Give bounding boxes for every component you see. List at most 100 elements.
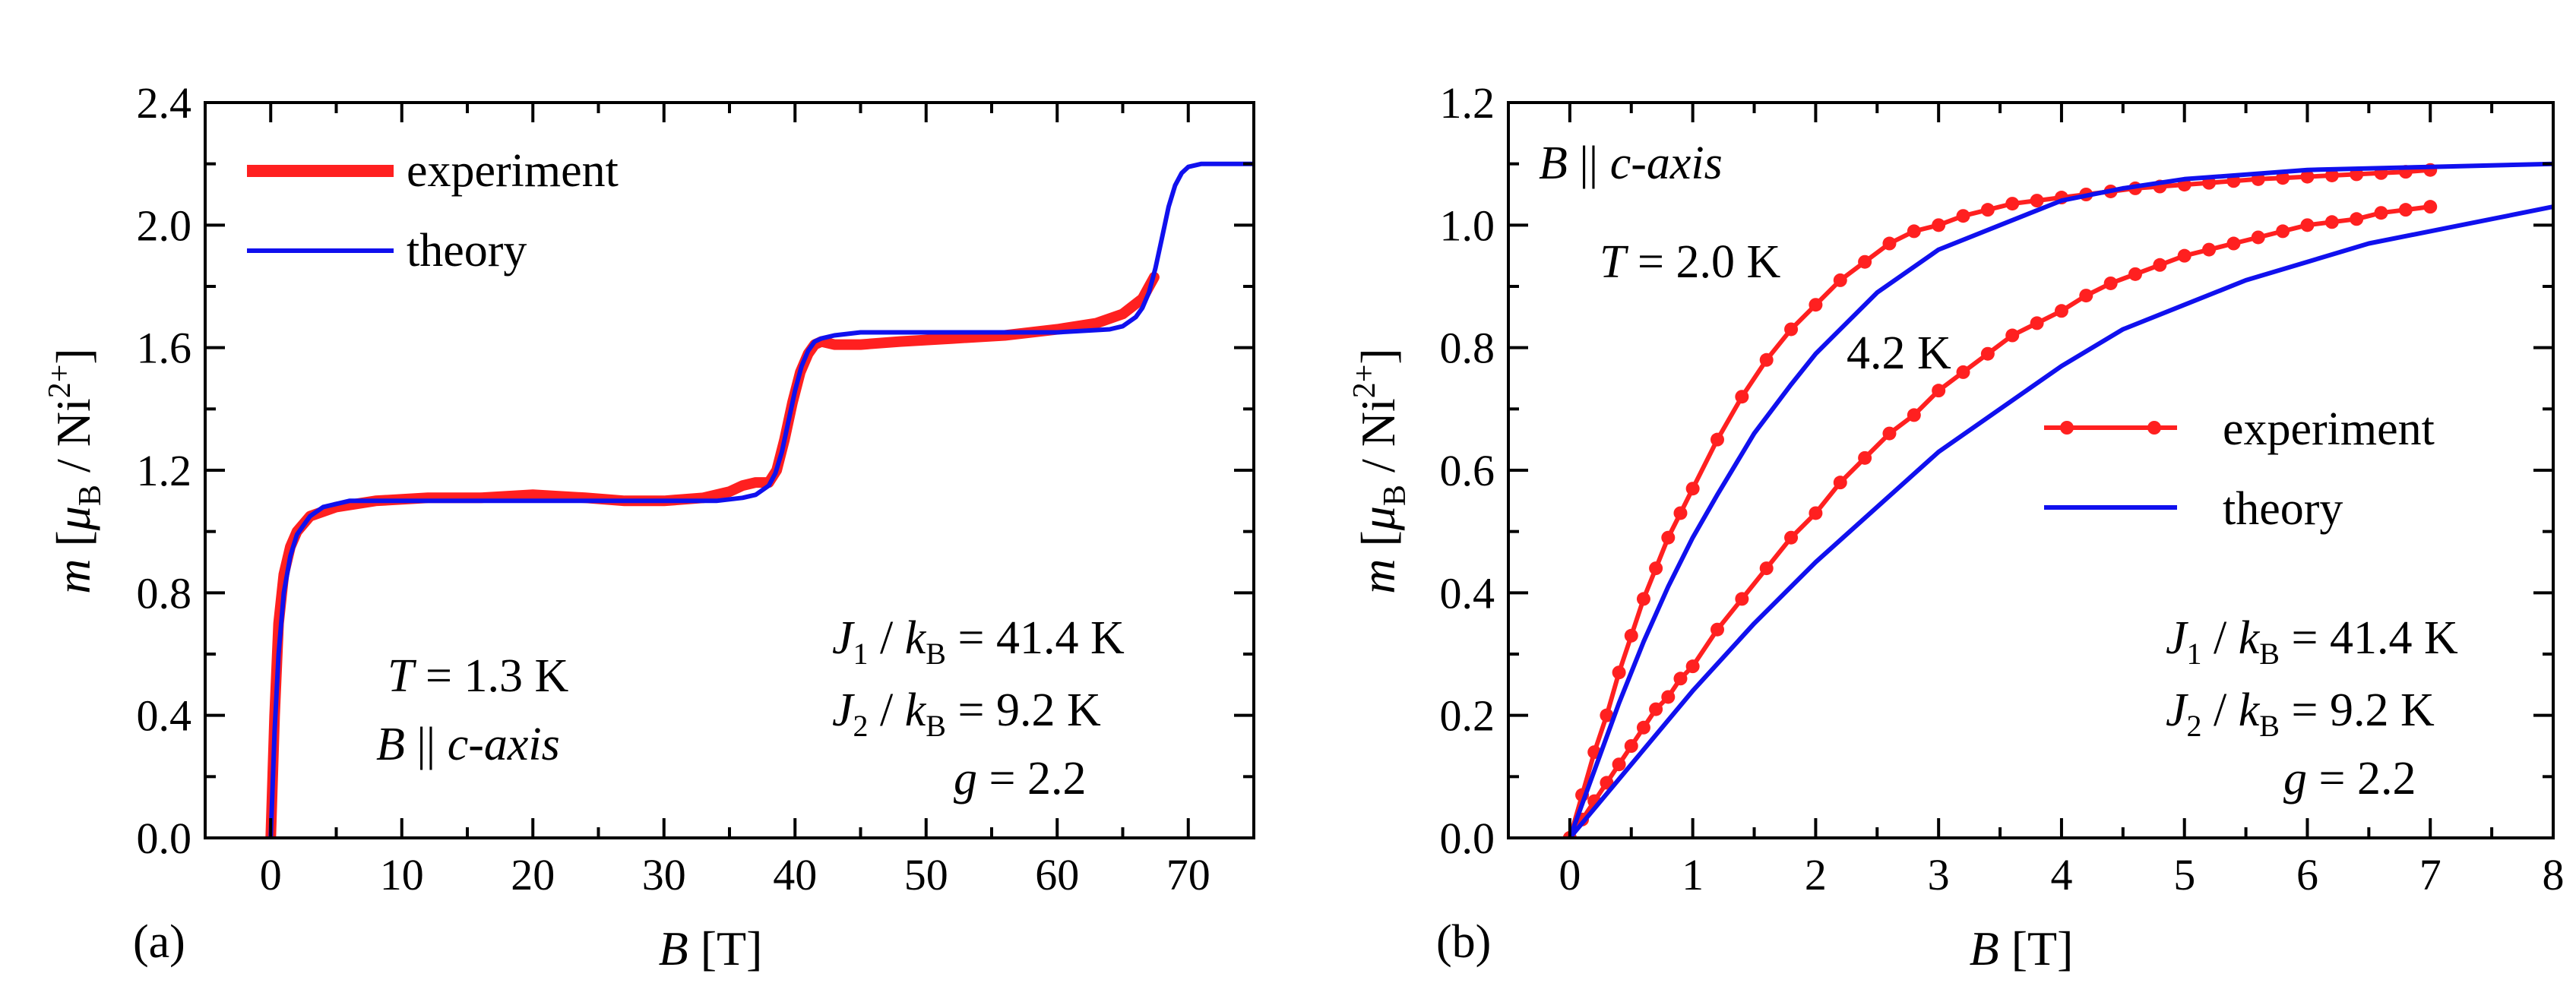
panel-b-series-0-point (2324, 168, 2339, 182)
panel-b-series-0-point (1624, 628, 1638, 643)
panel-b-xtick-label: 4 (2050, 850, 2072, 899)
panel-b-series-0-point (1809, 298, 1823, 312)
panel-b-series-0-point (2030, 194, 2044, 208)
panel-a-temperature: T = 1.3 K (388, 650, 568, 702)
panel-b-series-1-point (1833, 476, 1847, 490)
panel-a: 0 10 20 30 40 50 60 70 0.0 0.4 0.8 1.2 1.6 2.0 2.4 m [… (43, 78, 1255, 975)
panel-b-series-2-line (1567, 161, 2553, 838)
legend-a-experiment-label: experiment (407, 145, 619, 197)
panel-b-ylabel: m [μB / Ni2+] (1347, 348, 1413, 593)
legend-a-theory-label: theory (407, 225, 527, 277)
panel-b-series-1-point (1636, 720, 1650, 735)
panel-a-xtick-label: 10 (380, 850, 424, 899)
panel-b-xtick-label: 0 (1559, 850, 1581, 899)
panel-a-xtick-label: 0 (260, 850, 282, 899)
panel-b-series-0-point (1661, 530, 1676, 545)
panel-b-series-1-point (1624, 739, 1638, 753)
panel-b-series-0-point (1833, 273, 1847, 287)
panel-a-tag: (a) (133, 916, 185, 968)
panel-b-g: g = 2.2 (2283, 753, 2416, 804)
panel-b-series-1-point (1735, 592, 1749, 606)
panel-b-series-1-point (1809, 506, 1823, 520)
panel-b-series-0-point (1636, 592, 1650, 606)
panel-a-ytick-label: 0.8 (137, 568, 192, 618)
panel-b: 0 1 2 3 4 5 6 7 8 0.0 0.2 0.4 0.6 0.8 1.0 1.2 m [μB / N… (1347, 78, 2565, 975)
panel-a-series-1-line (268, 161, 1254, 838)
panel-b-xlabel: B [T] (1970, 921, 2074, 975)
panel-b-legend: experiment theory (2044, 403, 2435, 535)
panel-b-series-1-point (1882, 426, 1897, 441)
panel-a-field: B || c-axis (376, 719, 560, 770)
panel-a-ytick-label: 1.6 (137, 324, 192, 373)
panel-b-field: B || c-axis (1539, 137, 1723, 189)
panel-a-xtick-label: 40 (773, 850, 817, 899)
panel-b-series-0-point (1600, 708, 1614, 722)
panel-a-plot-content (265, 161, 1254, 838)
svg-text:m [μB / Ni2+]: m [μB / Ni2+] (1347, 348, 1413, 593)
panel-a-ytick-label: 0.4 (137, 691, 192, 741)
panel-b-series-1-point (2153, 258, 2167, 272)
panel-b-xtick-label: 1 (1682, 850, 1704, 899)
panel-b-tag: (b) (1436, 916, 1491, 968)
panel-a-xtick-label: 30 (642, 850, 686, 899)
panel-a-xtick-label: 50 (904, 850, 948, 899)
panel-b-series-1-point (2374, 206, 2388, 220)
panel-b-series-1-point (1759, 561, 1774, 576)
panel-a-axes: 0 10 20 30 40 50 60 70 0.0 0.4 0.8 1.2 1.6 2.0 2.4 (137, 78, 1255, 899)
panel-b-series-1-point (2054, 304, 2068, 318)
panel-b-series-1-point (2423, 200, 2438, 214)
panel-b-series-1-point (1932, 384, 1946, 398)
panel-b-series-0-point (1956, 209, 1970, 223)
panel-b-ytick-label: 0.4 (1440, 568, 1495, 618)
panel-b-series-1-point (1858, 450, 1872, 465)
panel-b-series-1-point (1685, 659, 1700, 674)
panel-b-series-1-point (2030, 316, 2044, 330)
panel-b-series-1-point (1956, 365, 1970, 379)
panel-b-series-0-point (1759, 352, 1774, 367)
panel-b-xtick-label: 6 (2296, 850, 2318, 899)
panel-b-series-0-point (1932, 218, 1946, 232)
panel-b-series-0-point (2276, 171, 2290, 185)
panel-b-series-1-point (2128, 267, 2142, 281)
legend-b-experiment-marker (2060, 421, 2074, 435)
panel-a-ylabel: m [μB / Ni2+] (43, 348, 108, 593)
panel-a-ytick-label: 1.2 (137, 446, 192, 495)
panel-b-series-1-point (1673, 672, 1688, 686)
panel-b-series-1-point (2177, 248, 2191, 263)
panel-b-series-0-point (1673, 506, 1688, 520)
panel-b-series-0-point (1882, 236, 1897, 251)
panel-b-series-0-point (1907, 224, 1921, 239)
legend-b-experiment-label: experiment (2223, 403, 2435, 455)
panel-b-series-0-point (1735, 390, 1749, 404)
panel-b-series-1-point (2251, 230, 2265, 245)
panel-b-xtick-label: 7 (2419, 850, 2442, 899)
panel-b-xtick-label: 5 (2173, 850, 2195, 899)
panel-b-xtick-label: 3 (1928, 850, 1950, 899)
panel-b-ytick-label: 0.8 (1440, 324, 1495, 373)
panel-b-series-1-point (2300, 218, 2315, 232)
panel-a-xlabel: B [T] (659, 921, 763, 975)
panel-b-series-0-point (1612, 665, 1626, 680)
panel-a-ytick-label: 2.0 (137, 201, 192, 250)
panel-a-ytick-label: 2.4 (137, 78, 192, 128)
panel-b-ytick-label: 1.0 (1440, 201, 1495, 250)
panel-b-series-1-point (1612, 757, 1626, 772)
panel-b-series-1-point (1907, 408, 1921, 422)
panel-b-series-0-point (1980, 203, 1995, 217)
panel-b-series-0-point (1858, 254, 1872, 269)
panel-a-xtick-label: 20 (511, 850, 555, 899)
panel-b-xtick-label: 2 (1805, 850, 1827, 899)
panel-b-series-3-line (1567, 204, 2553, 838)
panel-b-series-1-point (2079, 289, 2093, 303)
panel-a-j2: J2 / kB = 9.2 K (832, 684, 1101, 743)
panel-b-series-0-point (1649, 561, 1663, 576)
legend-b-experiment-marker (2147, 421, 2161, 435)
panel-a-g: g = 2.2 (954, 753, 1086, 804)
panel-b-series-1-point (2324, 215, 2339, 229)
panel-b-series-1-point (1661, 690, 1676, 704)
panel-b-ytick-label: 0.0 (1440, 814, 1495, 863)
panel-b-ytick-label: 0.2 (1440, 691, 1495, 741)
panel-b-series-0-point (2005, 197, 2020, 211)
panel-b-series-0-point (1784, 322, 1799, 337)
